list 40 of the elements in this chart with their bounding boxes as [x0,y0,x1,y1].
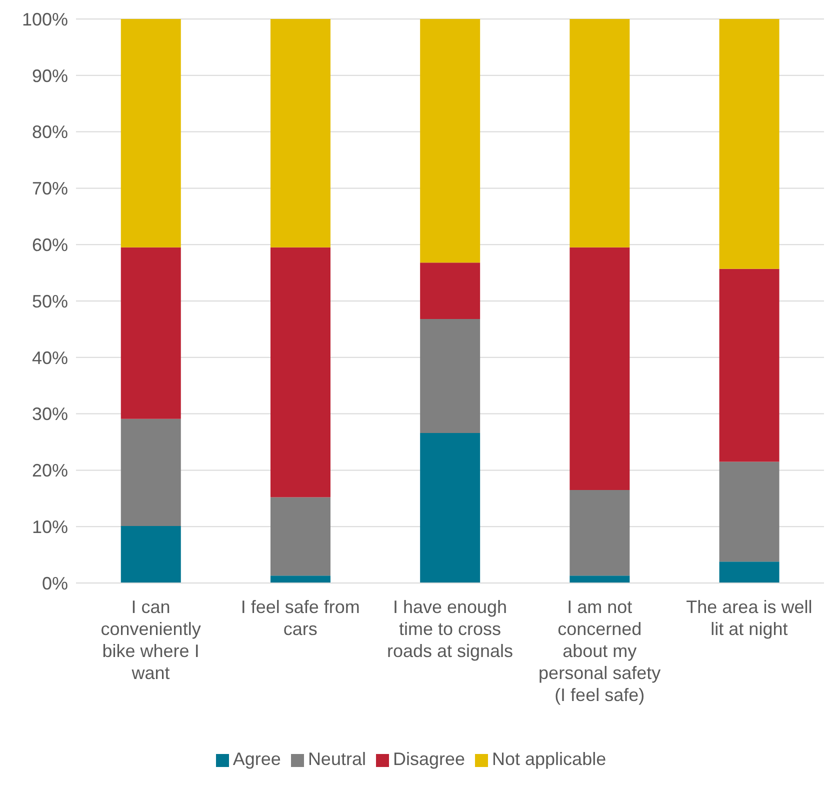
bar [420,319,480,433]
bar [420,432,480,583]
bar [120,418,181,526]
bar [120,19,181,248]
bar [719,462,780,562]
legend-label: Not applicable [492,749,606,769]
x-tick-label: I have enough time to cross roads at signals [386,597,514,661]
bar [120,247,181,419]
y-tick-label: 20% [32,460,68,481]
y-tick-label: 80% [32,122,68,142]
x-tick-label: I feel safe from cars [240,597,360,639]
legend-label: Agree [232,749,281,769]
y-tick-label: 40% [32,348,68,368]
x-tick-label: I am not concerned about my personal safety (I feel safe) [538,597,661,705]
y-tick-label: 90% [32,66,68,86]
bar [719,268,780,462]
bar [719,19,780,269]
bar [270,247,330,498]
bar [570,19,630,248]
bar [570,490,630,576]
y-tick-label: 50% [32,291,68,312]
bar [570,576,630,583]
x-tick-label: I can conveniently bike where I want [100,597,201,683]
y-tick-label: 30% [32,404,68,424]
bar [270,497,330,576]
bar [120,526,181,583]
x-tick-label: The area is well lit at night [686,597,812,639]
bar [420,262,480,320]
bar [270,576,330,583]
y-tick-label: 100% [22,9,68,30]
bar [719,562,780,583]
y-tick-label: 70% [32,178,68,199]
y-tick-label: 0% [42,573,68,594]
y-tick-label: 60% [32,234,68,255]
bar [420,19,480,263]
bar [570,247,630,490]
y-tick-label: 10% [32,516,68,537]
bar [270,19,330,248]
legend-label: Disagree [392,749,466,769]
legend-label: Neutral [308,749,366,769]
